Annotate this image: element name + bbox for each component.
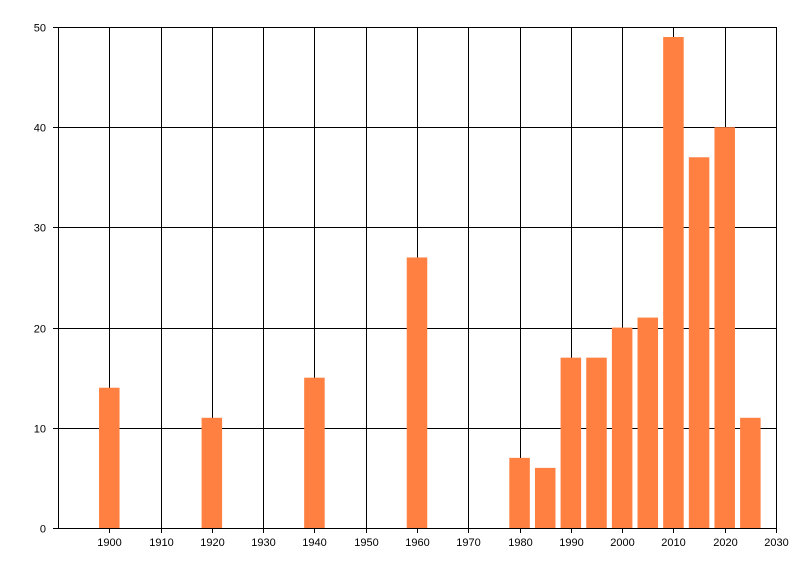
bar <box>637 317 659 528</box>
x-tick-label: 1990 <box>559 537 583 549</box>
x-tick-label: 2020 <box>713 537 737 549</box>
bars <box>99 37 761 529</box>
bar <box>534 467 556 528</box>
y-tick-label: 40 <box>34 123 46 135</box>
x-tick-label: 1950 <box>354 537 378 549</box>
bar <box>99 387 120 528</box>
y-tick-label: 50 <box>34 23 46 35</box>
bar <box>586 357 607 528</box>
y-tick-label: 20 <box>34 324 46 336</box>
x-tick-label: 1910 <box>149 537 173 549</box>
bar <box>201 417 223 528</box>
bar <box>560 357 582 528</box>
bar <box>740 417 761 528</box>
y-tick-label: 30 <box>34 223 46 235</box>
x-tick-label: 1980 <box>508 537 532 549</box>
y-tick-label: 10 <box>34 424 46 436</box>
x-tick-label: 1900 <box>97 537 121 549</box>
x-tick-label: 2030 <box>764 537 788 549</box>
bar <box>611 327 633 528</box>
y-tick-label: 0 <box>40 524 46 536</box>
bar <box>714 127 735 528</box>
bar <box>688 157 710 528</box>
x-tick-label: 1960 <box>405 537 429 549</box>
x-axis-ticks: 1900 1910 1920 1930 1940 1950 1960 1970 1980 1990… <box>97 528 789 549</box>
x-tick-label: 1920 <box>200 537 224 549</box>
x-tick-label: 1940 <box>302 537 326 549</box>
bar <box>509 457 530 528</box>
x-tick-label: 2010 <box>661 537 685 549</box>
x-tick-label: 1930 <box>251 537 275 549</box>
bar <box>406 257 428 528</box>
x-tick-label: 1970 <box>456 537 480 549</box>
bar <box>663 37 684 529</box>
bar <box>304 377 325 528</box>
y-axis-ticks: 0 10 20 30 40 50 <box>34 23 58 536</box>
x-tick-label: 2000 <box>610 537 634 549</box>
